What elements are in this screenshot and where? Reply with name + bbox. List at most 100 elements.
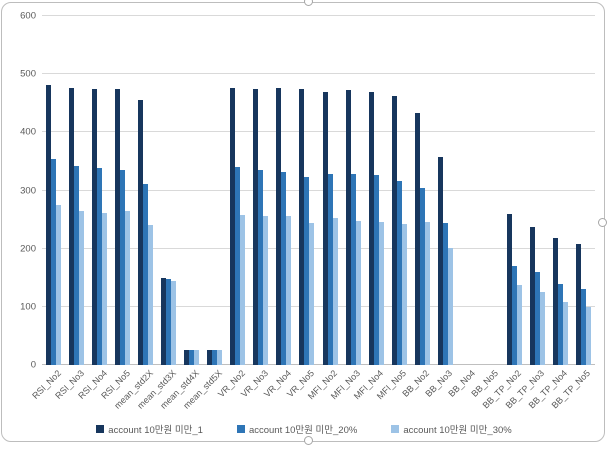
bar-RSI_No3-account 10만원 미만_30%[interactable]: [79, 211, 85, 365]
bar-group-MFI_No2: [319, 92, 342, 365]
bar-MFI_No2-account 10만원 미만_1[interactable]: [322, 92, 328, 365]
gridline-500: [42, 73, 595, 75]
bar-group-VR_No4: [272, 88, 295, 365]
gridline-0: [42, 364, 595, 365]
legend-item-3[interactable]: account 10만원 미만_30%: [391, 422, 512, 436]
bar-BB_TP_No2-account 10만원 미만_30%[interactable]: [516, 285, 522, 365]
bar-BB_TP_No5-account 10만원 미만_1[interactable]: [575, 244, 581, 365]
y-tick-label-400: 400: [20, 126, 36, 138]
selection-handle-bottom[interactable]: [304, 436, 313, 445]
bar-MFI_No4-account 10만원 미만_20%[interactable]: [373, 175, 379, 365]
bar-BB_No2-account 10만원 미만_1[interactable]: [414, 113, 420, 365]
bar-MFI_No5-account 10만원 미만_20%[interactable]: [396, 181, 402, 365]
gridline-600: [42, 15, 595, 16]
bar-BB_TP_No2-account 10만원 미만_1[interactable]: [506, 214, 512, 365]
bar-RSI_No3-account 10만원 미만_1[interactable]: [69, 88, 75, 365]
bar-MFI_No5-account 10만원 미만_30%[interactable]: [401, 224, 407, 365]
bar-mean_std4X-account 10만원 미만_20%[interactable]: [189, 350, 195, 365]
bar-RSI_No4-account 10만원 미만_30%[interactable]: [102, 213, 108, 365]
bar-BB_TP_No4-account 10만원 미만_30%[interactable]: [562, 302, 568, 365]
chart-object-frame[interactable]: 0 100 200 300 400 500 600 RSI_No2 RSI_No3 RSI_No…: [1, 2, 605, 442]
bar-MFI_No2-account 10만원 미만_20%[interactable]: [327, 174, 333, 365]
bar-mean_std3X-account 10만원 미만_20%[interactable]: [166, 279, 172, 365]
bar-BB_No3-account 10만원 미만_1[interactable]: [437, 157, 443, 365]
bar-BB_TP_No4-account 10만원 미만_20%[interactable]: [557, 284, 563, 365]
bar-group-BB_TP_No4: [549, 238, 572, 365]
bar-RSI_No2-account 10만원 미만_20%[interactable]: [51, 159, 57, 365]
bar-RSI_No4-account 10만원 미만_1[interactable]: [92, 89, 98, 365]
bar-group-MFI_No4: [365, 92, 388, 365]
bar-mean_std3X-account 10만원 미만_1[interactable]: [161, 278, 167, 365]
bar-BB_TP_No3-account 10만원 미만_1[interactable]: [529, 227, 535, 365]
bar-RSI_No5-account 10만원 미만_30%[interactable]: [125, 211, 131, 365]
bar-BB_TP_No3-account 10만원 미만_20%[interactable]: [534, 272, 540, 365]
bar-BB_TP_No4-account 10만원 미만_1[interactable]: [552, 238, 558, 365]
x-axis: RSI_No2 RSI_No3 RSI_No4 RSI_No5 mean_std2X me…: [30, 368, 595, 416]
bar-VR_No3-account 10만원 미만_30%[interactable]: [263, 216, 269, 365]
bar-group-VR_No3: [249, 89, 272, 365]
bar-MFI_No3-account 10만원 미만_1[interactable]: [345, 90, 351, 365]
bar-VR_No5-account 10만원 미만_30%[interactable]: [309, 223, 315, 365]
bar-RSI_No5-account 10만원 미만_1[interactable]: [115, 89, 121, 365]
legend-swatch-icon: [96, 425, 105, 433]
bar-VR_No3-account 10만원 미만_1[interactable]: [253, 89, 259, 365]
bar-RSI_No3-account 10만원 미만_20%[interactable]: [74, 166, 80, 365]
bar-BB_No3-account 10만원 미만_20%[interactable]: [442, 223, 448, 365]
bar-MFI_No2-account 10만원 미만_30%[interactable]: [332, 218, 338, 365]
bar-group-mean_std2X: [134, 100, 157, 365]
bar-MFI_No4-account 10만원 미만_30%[interactable]: [378, 222, 384, 365]
bar-BB_No3-account 10만원 미만_30%[interactable]: [447, 248, 453, 365]
bar-group-BB_TP_No5: [572, 244, 595, 365]
y-tick-label-0: 0: [30, 359, 36, 371]
legend-item-1[interactable]: account 10만원 미만_1: [96, 422, 203, 436]
bar-RSI_No2-account 10만원 미만_1[interactable]: [46, 85, 52, 365]
legend-swatch-icon: [391, 425, 400, 433]
bar-MFI_No5-account 10만원 미만_1[interactable]: [391, 96, 397, 365]
bar-mean_std2X-account 10만원 미만_30%[interactable]: [148, 225, 154, 365]
selection-handle-top[interactable]: [304, 0, 313, 6]
bar-VR_No4-account 10만원 미만_30%[interactable]: [286, 216, 292, 365]
y-tick-label-600: 600: [20, 10, 36, 22]
bar-BB_No2-account 10만원 미만_20%[interactable]: [419, 188, 425, 365]
bar-MFI_No4-account 10만원 미만_1[interactable]: [368, 92, 374, 365]
bar-VR_No5-account 10만원 미만_1[interactable]: [299, 89, 305, 365]
bar-mean_std2X-account 10만원 미만_20%[interactable]: [143, 184, 149, 365]
bar-BB_TP_No2-account 10만원 미만_20%[interactable]: [511, 266, 517, 365]
legend-swatch-icon: [236, 425, 245, 433]
bar-RSI_No2-account 10만원 미만_30%[interactable]: [56, 205, 62, 365]
bar-BB_TP_No5-account 10만원 미만_20%[interactable]: [580, 289, 586, 365]
bar-mean_std2X-account 10만원 미만_1[interactable]: [138, 100, 144, 365]
y-axis: 0 100 200 300 400 500 600: [8, 11, 36, 371]
bar-group-BB_No3: [434, 157, 457, 365]
bar-mean_std5X-account 10만원 미만_1[interactable]: [207, 350, 213, 365]
bar-VR_No2-account 10만원 미만_30%[interactable]: [240, 215, 246, 365]
bar-BB_TP_No3-account 10만원 미만_30%[interactable]: [539, 292, 545, 365]
bar-VR_No2-account 10만원 미만_20%[interactable]: [235, 167, 241, 365]
bar-mean_std5X-account 10만원 미만_20%[interactable]: [212, 350, 218, 365]
bar-VR_No4-account 10만원 미만_1[interactable]: [276, 88, 282, 365]
bar-MFI_No3-account 10만원 미만_20%[interactable]: [350, 174, 356, 365]
bar-VR_No3-account 10만원 미만_20%[interactable]: [258, 170, 264, 365]
bar-RSI_No5-account 10만원 미만_20%[interactable]: [120, 170, 126, 365]
bar-mean_std4X-account 10만원 미만_30%[interactable]: [194, 350, 200, 365]
bar-VR_No4-account 10만원 미만_20%[interactable]: [281, 172, 287, 365]
bar-group-BB_No2: [411, 113, 434, 365]
y-tick-label-500: 500: [20, 68, 36, 80]
bar-group-RSI_No4: [88, 89, 111, 365]
selection-handle-right[interactable]: [598, 218, 607, 227]
bar-BB_No2-account 10만원 미만_30%[interactable]: [424, 222, 430, 365]
bar-group-MFI_No3: [342, 90, 365, 365]
bar-MFI_No3-account 10만원 미만_30%[interactable]: [355, 221, 361, 365]
bar-group-mean_std3X: [157, 278, 180, 365]
bar-mean_std4X-account 10만원 미만_1[interactable]: [184, 350, 190, 365]
legend-item-2[interactable]: account 10만원 미만_20%: [236, 422, 357, 436]
bar-VR_No2-account 10만원 미만_1[interactable]: [230, 88, 236, 365]
gridline-200: [42, 247, 595, 249]
bar-group-RSI_No2: [42, 85, 65, 365]
bar-mean_std5X-account 10만원 미만_30%[interactable]: [217, 350, 223, 365]
bar-BB_TP_No5-account 10만원 미만_30%[interactable]: [585, 307, 591, 365]
bar-mean_std3X-account 10만원 미만_30%[interactable]: [171, 281, 177, 365]
bar-VR_No5-account 10만원 미만_20%[interactable]: [304, 177, 310, 365]
gridline-300: [42, 189, 595, 191]
bar-RSI_No4-account 10만원 미만_20%[interactable]: [97, 168, 103, 365]
